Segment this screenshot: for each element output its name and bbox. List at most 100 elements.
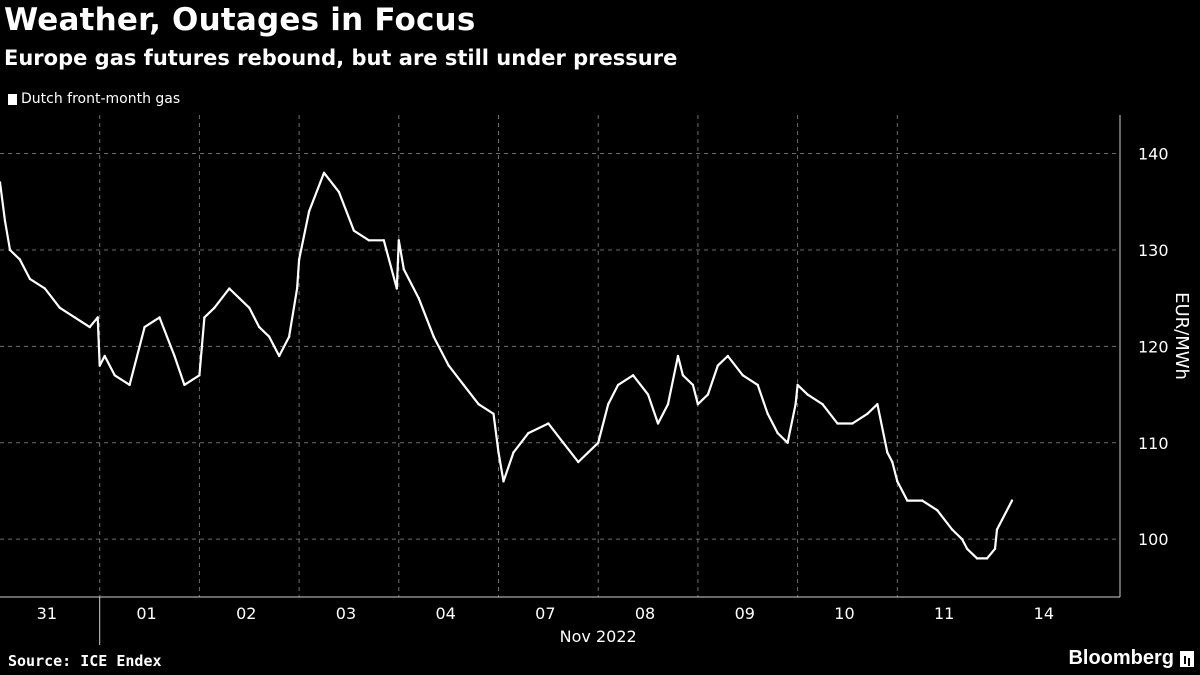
brand: Bloomberg (1068, 647, 1194, 670)
data-point (73, 316, 76, 319)
data-point (985, 557, 989, 560)
y-tick-label: 130 (1138, 241, 1169, 260)
y-axis-title: EUR/MWh (1171, 292, 1192, 380)
brand-name: Bloomberg (1068, 647, 1174, 669)
data-point (96, 316, 99, 319)
legend: Dutch front-month gas (8, 91, 180, 107)
data-point (866, 412, 869, 416)
data-point (562, 441, 565, 444)
data-point (0, 181, 2, 184)
data-point (796, 383, 799, 387)
data-point (337, 190, 341, 194)
data-point (597, 441, 600, 444)
x-tick-label: 31 (37, 604, 57, 623)
data-point (527, 431, 530, 435)
data-point (88, 325, 91, 329)
x-tick-label: 14 (1034, 604, 1054, 623)
data-point (158, 316, 161, 319)
data-point (3, 219, 7, 223)
data-point (128, 383, 131, 387)
bloomberg-logo-icon (1180, 650, 1194, 667)
x-tick-label: 02 (236, 604, 256, 623)
data-point (935, 509, 939, 512)
data-point (287, 335, 291, 338)
data-point (395, 287, 399, 290)
data-point (577, 460, 580, 464)
data-point (512, 451, 515, 454)
data-point (352, 229, 356, 232)
x-tick-label: 09 (735, 604, 755, 623)
data-point (896, 480, 899, 483)
data-point (447, 364, 450, 367)
data-point (295, 287, 299, 290)
data-point (921, 499, 924, 502)
data-point (183, 383, 186, 387)
data-point (631, 374, 635, 377)
data-point (382, 239, 386, 242)
x-tick-label: 10 (834, 604, 854, 623)
data-point (417, 296, 420, 300)
data-point (851, 422, 854, 425)
data-point (794, 403, 797, 406)
data-point (776, 431, 779, 435)
data-point (666, 403, 670, 406)
data-point (965, 547, 969, 550)
data-point (950, 528, 954, 531)
x-tick-label: 08 (635, 604, 655, 623)
data-point (113, 374, 116, 377)
data-point (492, 412, 495, 416)
data-point (786, 441, 789, 444)
chart-title: Weather, Outages in Focus (4, 2, 476, 38)
x-tick-label: 04 (435, 604, 455, 623)
data-point (676, 354, 680, 358)
data-point (646, 393, 650, 396)
data-point (103, 354, 106, 358)
series-line-dutch-front-month-gas (0, 171, 1013, 560)
data-point (547, 422, 550, 425)
data-point (876, 403, 879, 406)
data-point (248, 306, 251, 309)
data-point (462, 383, 465, 387)
data-point (756, 383, 759, 387)
data-point (975, 557, 979, 560)
data-point (238, 296, 241, 300)
data-point (18, 258, 22, 261)
data-point (502, 480, 505, 483)
data-point (1010, 499, 1014, 502)
data-point (497, 451, 500, 454)
data-point (43, 287, 47, 290)
x-tick-label: 07 (535, 604, 555, 623)
data-point (726, 354, 730, 358)
data-point (806, 393, 809, 396)
data-point (995, 528, 999, 531)
data-point (203, 316, 206, 319)
y-tick-label: 140 (1138, 145, 1169, 164)
x-tick-label: 01 (136, 604, 156, 623)
data-point (681, 374, 685, 377)
data-point (98, 364, 101, 367)
data-point (307, 210, 311, 213)
data-point (691, 383, 695, 387)
data-point (277, 354, 281, 358)
data-point (267, 335, 271, 338)
data-point (58, 306, 62, 309)
y-tick-label: 110 (1138, 434, 1169, 453)
data-point (821, 403, 824, 406)
data-point (587, 451, 590, 454)
x-axis-label: Nov 2022 (560, 627, 637, 646)
data-point (906, 499, 909, 502)
data-point (28, 277, 32, 281)
y-tick-label: 120 (1138, 337, 1169, 356)
x-tick-label: 03 (336, 604, 356, 623)
data-point (477, 403, 480, 406)
data-point (616, 383, 620, 387)
data-point (402, 268, 405, 271)
data-point (656, 422, 660, 425)
data-point (258, 325, 261, 329)
chart-subtitle: Europe gas futures rebound, but are stil… (4, 46, 678, 70)
data-point (716, 364, 720, 367)
data-point (886, 451, 889, 454)
data-point (696, 403, 700, 406)
data-point (143, 325, 146, 329)
